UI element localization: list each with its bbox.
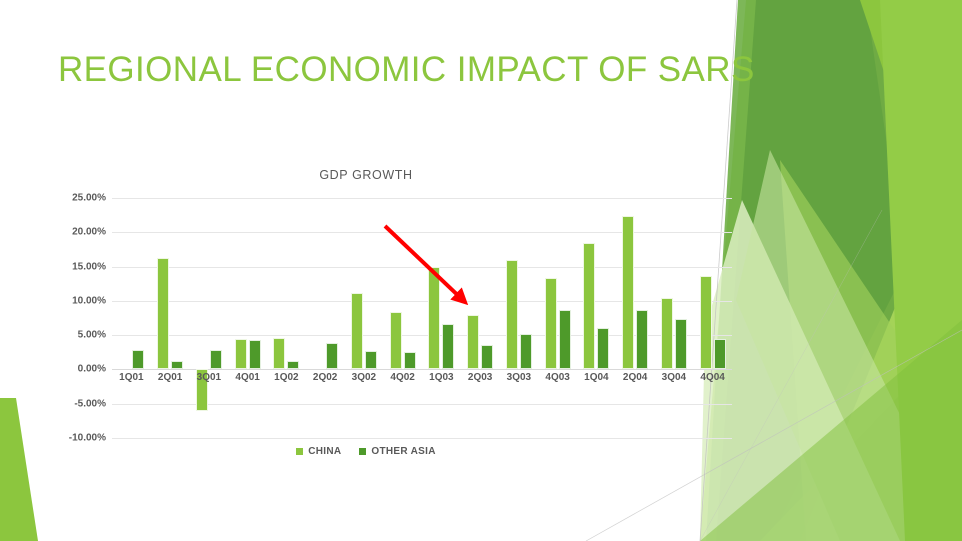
bar-other-asia-3q03[interactable]	[519, 333, 532, 370]
bar-china-4q03[interactable]	[544, 277, 557, 370]
bar-china-2q01[interactable]	[157, 258, 170, 370]
x-axis-tick-label: 4Q03	[545, 372, 570, 384]
legend-item[interactable]: OTHER ASIA	[359, 446, 435, 457]
x-axis-tick-label: 2Q03	[467, 372, 493, 384]
bar-other-asia-1q01[interactable]	[132, 350, 145, 370]
gridline	[112, 300, 732, 302]
x-axis-tick-label: 1Q03	[429, 372, 454, 384]
bar-other-asia-1q02[interactable]	[287, 361, 300, 370]
bar-group[interactable]	[228, 198, 267, 438]
y-axis-tick-label: 25.00%	[72, 192, 106, 204]
bar-other-asia-1q03[interactable]	[442, 324, 455, 370]
gridline	[112, 335, 732, 337]
x-axis-tick-label: 1Q04	[584, 372, 609, 384]
bar-china-1q02[interactable]	[273, 337, 286, 370]
y-axis-tick-label: 0.00%	[77, 363, 106, 375]
x-axis-tick-label: 4Q04	[700, 372, 725, 384]
x-axis-tick-label: 2Q02	[312, 372, 338, 384]
bar-china-3q03[interactable]	[505, 259, 518, 370]
bar-other-asia-2q03[interactable]	[481, 344, 494, 370]
x-axis-tick-label: 1Q02	[274, 372, 299, 384]
bar-other-asia-4q03[interactable]	[558, 309, 571, 370]
x-axis: 1Q01 2Q01 3Q01 4Q01 1Q02 2Q02 3Q02 4Q02 1Q03 2Q03…	[112, 369, 732, 383]
y-axis-tick-label: 20.00%	[72, 226, 106, 238]
y-axis-tick-label: -5.00%	[74, 398, 106, 410]
bar-other-asia-2q04[interactable]	[636, 310, 649, 370]
chart-title: GDP GROWTH	[319, 168, 413, 182]
bar-china-1q04[interactable]	[583, 242, 596, 370]
bar-group[interactable]	[267, 198, 306, 438]
y-axis-tick-label: 15.00%	[72, 261, 106, 273]
bar-china-1q03[interactable]	[428, 267, 441, 370]
x-axis-tick-label: 4Q01	[235, 372, 260, 384]
bar-china-2q04[interactable]	[622, 215, 635, 370]
legend-swatch-icon	[359, 448, 367, 455]
legend-item[interactable]: CHINA	[296, 446, 341, 457]
x-axis-tick-label: 2Q01	[157, 372, 183, 384]
x-axis-tick-label: 3Q02	[351, 372, 377, 384]
bar-group[interactable]	[151, 198, 190, 438]
bar-other-asia-4q04[interactable]	[713, 338, 726, 370]
bar-other-asia-3q04[interactable]	[674, 318, 687, 370]
bar-other-asia-4q01[interactable]	[248, 339, 261, 370]
bar-china-2q03[interactable]	[467, 314, 480, 370]
bar-group[interactable]	[422, 198, 461, 438]
bar-group[interactable]	[112, 198, 151, 438]
legend-label: CHINA	[308, 446, 342, 457]
bar-china-3q01[interactable]	[195, 369, 208, 411]
bar-other-asia-1q04[interactable]	[597, 328, 610, 370]
bar-china-3q02[interactable]	[350, 292, 363, 370]
x-axis-tick-label: 1Q01	[119, 372, 144, 384]
bar-china-4q01[interactable]	[234, 338, 247, 370]
gridline	[112, 403, 732, 405]
x-axis-tick-label: 3Q04	[661, 372, 687, 384]
page-title: REGIONAL ECONOMIC IMPACT OF SARS	[58, 50, 755, 89]
x-axis-tick-label: 4Q02	[390, 372, 415, 384]
bar-group[interactable]	[693, 198, 732, 438]
bar-other-asia-4q02[interactable]	[403, 352, 416, 370]
plot-area	[112, 198, 732, 439]
y-axis-tick-label: 10.00%	[72, 295, 106, 307]
legend-label: OTHER ASIA	[371, 446, 436, 457]
chart-legend: CHINA OTHER ASIA	[56, 446, 676, 457]
bar-other-asia-3q01[interactable]	[209, 350, 222, 370]
bar-group[interactable]	[577, 198, 616, 438]
bar-group[interactable]	[655, 198, 694, 438]
gridline	[112, 198, 732, 199]
bar-group[interactable]	[383, 198, 422, 438]
bar-group[interactable]	[345, 198, 384, 438]
bar-china-4q02[interactable]	[389, 311, 402, 370]
y-axis: 25.00% 20.00% 15.00% 10.00% 5.00% 0.00% -5.00%…	[56, 193, 110, 444]
gridline	[112, 369, 732, 371]
bar-series-container	[112, 198, 732, 438]
bar-china-3q04[interactable]	[660, 298, 673, 370]
gridline	[112, 438, 732, 439]
legend-swatch-icon	[296, 448, 304, 455]
bar-group[interactable]	[461, 198, 500, 438]
bar-group[interactable]	[616, 198, 655, 438]
x-axis-tick-label: 2Q04	[622, 372, 648, 384]
y-axis-tick-label: 5.00%	[77, 329, 106, 341]
gdp-growth-chart: GDP GROWTH 25.00% 20.00% 15.00% 10.00% 5.00%…	[56, 168, 736, 473]
bar-group[interactable]	[190, 198, 229, 438]
x-axis-tick-label: 3Q01	[196, 372, 222, 384]
bar-other-asia-2q02[interactable]	[326, 342, 339, 370]
bar-group[interactable]	[500, 198, 539, 438]
bar-china-4q04[interactable]	[699, 276, 712, 370]
y-axis-tick-label: -10.00%	[68, 432, 106, 444]
x-axis-tick-label: 3Q03	[506, 372, 532, 384]
chart-plot-wrapper: 25.00% 20.00% 15.00% 10.00% 5.00% 0.00% -5.00%…	[56, 193, 736, 444]
bar-other-asia-2q01[interactable]	[171, 361, 184, 370]
bar-group[interactable]	[306, 198, 345, 438]
bar-group[interactable]	[538, 198, 577, 438]
bar-other-asia-3q02[interactable]	[364, 350, 377, 370]
